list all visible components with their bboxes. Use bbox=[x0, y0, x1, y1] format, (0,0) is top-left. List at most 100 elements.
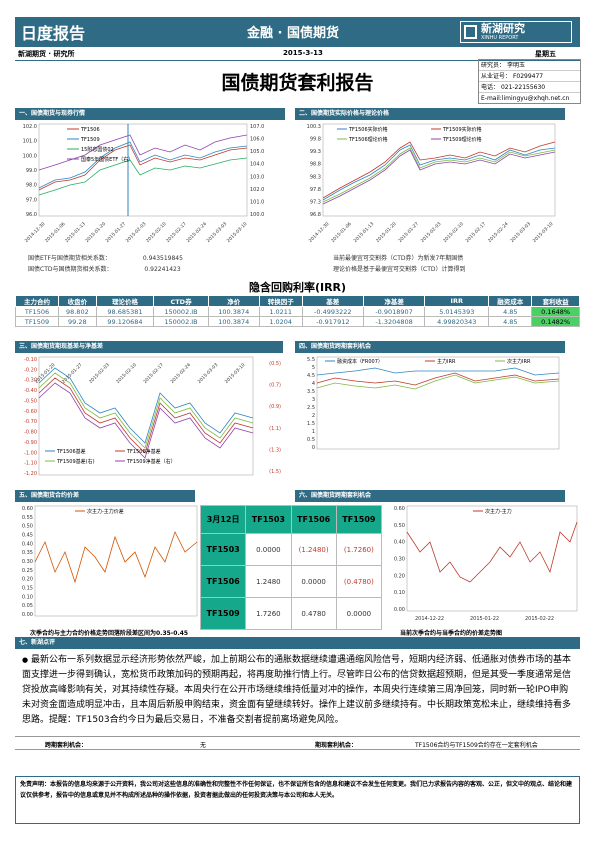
page-header: 日度报告 金融 · 国债期货 新湖研究 XINHU REPORT bbox=[15, 17, 580, 47]
tf1509-line bbox=[38, 141, 248, 189]
logo-mark-icon bbox=[464, 25, 477, 39]
bond-line bbox=[38, 157, 248, 196]
svg-text:TF1506: TF1506 bbox=[80, 127, 100, 133]
tick-label: 97.8 bbox=[310, 187, 321, 193]
tick-label: 0.25 bbox=[22, 568, 33, 574]
tick-label: 2015-01-20 bbox=[84, 221, 107, 244]
tick-label: 2 bbox=[312, 413, 315, 419]
tick-label: 98.8 bbox=[310, 162, 321, 168]
section-1-header: 一、国债期货与现券行情 bbox=[15, 108, 285, 120]
right-caption: 当前次季合约与当季合约的价差走势图 bbox=[400, 630, 503, 637]
tick-label: 0 bbox=[312, 445, 315, 451]
info-row: 从业证号： F0299477 bbox=[479, 71, 580, 82]
tick-label: 102.0 bbox=[250, 187, 264, 193]
left-caption: 次季合约与主力合约价格走势回落阶段差区间为0.35-0.45 bbox=[30, 630, 189, 637]
next-irr-line bbox=[316, 374, 560, 390]
tick-label: 97.3 bbox=[310, 199, 321, 205]
ctd-correlation: 国债CTD与国债期货相关系数： 0.92241423 bbox=[28, 266, 181, 273]
tick-label: 3 bbox=[312, 397, 315, 403]
svg-text:TF1506净基差: TF1506净基差 bbox=[126, 448, 161, 455]
tick-label: 98.3 bbox=[310, 174, 321, 180]
futures-vs-bond-chart: 102.0 101.0 100.0 99.0 98.0 97.0 96.0 107.0 106.… bbox=[23, 123, 264, 244]
tick-label: -0.50 bbox=[24, 398, 37, 404]
tick-label: 97.0 bbox=[26, 197, 37, 203]
tick-label: 0.00 bbox=[394, 607, 405, 613]
svg-text:2015-02-22: 2015-02-22 bbox=[525, 616, 554, 622]
report-date: 2015-3-13 bbox=[283, 49, 323, 57]
tick-label: 0.50 bbox=[394, 523, 405, 529]
tick-label: 2015-02-17 bbox=[464, 221, 487, 244]
tick-label: 96.8 bbox=[310, 212, 321, 218]
tick-label: 1.5 bbox=[307, 421, 315, 427]
table-row: TF1506 1.2480 0.0000 (0.4780) bbox=[199, 565, 383, 598]
tick-label: 102.0 bbox=[23, 124, 37, 130]
spread-chart: 0.60 0.55 0.50 0.45 0.40 0.35 0.30 0.25 0.20 0.15… bbox=[22, 505, 198, 618]
tick-label: 2015-03-10 bbox=[532, 221, 555, 244]
tick-label: -0.90 bbox=[24, 440, 37, 446]
tick-label: 5 bbox=[312, 365, 315, 371]
tick-label: 0.5 bbox=[307, 437, 315, 443]
tick-label: 2015-01-20 bbox=[375, 221, 398, 244]
tick-label: -0.80 bbox=[24, 430, 37, 436]
etf-correlation: 国债ETF与国债期货相关系数： 0.943519845 bbox=[28, 255, 183, 262]
section-7-header: 七、新湖点评 bbox=[15, 637, 580, 649]
tick-label: 99.8 bbox=[310, 137, 321, 143]
tick-label: 0.50 bbox=[22, 524, 33, 530]
tick-label: 2015-01-06 bbox=[330, 221, 353, 244]
tick-label: 104.0 bbox=[250, 162, 264, 168]
footer-summary: 跨期套利机会： 无 期现套利机会： TF1506合约与TF1509合约存在一定套… bbox=[15, 736, 580, 750]
logo: 新湖研究 XINHU REPORT bbox=[460, 21, 572, 43]
tick-label: (0.5) bbox=[269, 361, 281, 367]
analyst-info: 研究员： 李明玉 从业证号： F0299477 电话： 021-22155630… bbox=[478, 59, 581, 104]
svg-text:TF1509: TF1509 bbox=[80, 137, 100, 143]
tick-label: 100.0 bbox=[250, 212, 264, 218]
section-2-header: 二、国债期货实际价格与理论价格 bbox=[295, 108, 565, 120]
tick-label: 106.0 bbox=[250, 137, 264, 143]
disclaimer: 免责声明：本报告的信息均来源于公开资料，我公司对这些信息的准确性和完整性不作任何… bbox=[15, 776, 580, 824]
spread-line bbox=[34, 530, 198, 584]
svg-text:TF1509净基差（右）: TF1509净基差（右） bbox=[126, 458, 176, 465]
info-row: 研究员： 李明玉 bbox=[479, 60, 580, 71]
fr007-line bbox=[316, 367, 560, 376]
tick-label: 0.35 bbox=[22, 550, 33, 556]
section-4-header: 四、国债期货跨期套利机会 bbox=[295, 341, 565, 353]
info-row: E-mail:limingyu@xhqh.net.cn bbox=[481, 95, 570, 102]
commentary: ● 最新公布一系列数据显示经济形势依然严峻，加上前期公布的通胀数据继续遭遇通缩风… bbox=[22, 655, 572, 725]
tick-label: 0.60 bbox=[394, 506, 405, 512]
svg-text:TF1509理论价格: TF1509理论价格 bbox=[442, 136, 482, 143]
tf1506-basis-line bbox=[38, 367, 254, 444]
tick-label: 2015-03-03 bbox=[205, 221, 228, 244]
tick-label: 4.5 bbox=[307, 373, 315, 379]
section-5-legend: 次主力-主力价差 bbox=[75, 508, 124, 515]
ctd-note: 当前最便宜可交割券（CTD券）为新发7年期国债 bbox=[333, 255, 464, 262]
tf1506-line bbox=[38, 144, 248, 191]
tick-label: 2014-12-30 bbox=[24, 221, 47, 244]
tick-label: -0.10 bbox=[24, 357, 37, 363]
tf1506-theory-line bbox=[322, 147, 556, 203]
section-6-legend: 次主力-主力 bbox=[473, 508, 512, 515]
tick-label: 2015-01-13 bbox=[352, 221, 375, 244]
actual-vs-theory-chart: 100.3 99.8 99.3 98.8 98.3 97.8 97.3 96.8 2014-12… bbox=[307, 123, 556, 244]
svg-text:2015-01-22: 2015-01-22 bbox=[470, 616, 499, 622]
svg-text:TF1509实际价格: TF1509实际价格 bbox=[442, 126, 482, 133]
page-title: 国债期货套利报告 bbox=[221, 72, 374, 94]
svg-text:TF1509基差(右): TF1509基差(右) bbox=[56, 458, 95, 465]
table-row: TF1509 1.7260 0.4780 0.0000 bbox=[199, 597, 383, 630]
section-3-header: 三、国债期货期现基差与净基差 bbox=[15, 341, 283, 353]
tick-label: 100.3 bbox=[307, 124, 321, 130]
tick-label: 0.30 bbox=[22, 559, 33, 565]
etf-line bbox=[38, 134, 248, 171]
tick-label: 103.0 bbox=[250, 174, 264, 180]
subheader: 新湖期货 · 研究所 2015-3-13 星期五 bbox=[15, 47, 580, 61]
tick-label: 2015-02-10 bbox=[442, 221, 465, 244]
tick-label: 4 bbox=[312, 381, 315, 387]
tick-label: 0.20 bbox=[22, 577, 33, 583]
weekday: 星期五 bbox=[535, 50, 556, 58]
basis-chart: -0.10 -0.20 -0.30 -0.40 -0.50 -0.60 -0.70 -0.80… bbox=[24, 356, 281, 477]
tick-label: 0.40 bbox=[394, 540, 405, 546]
tick-label: 0.10 bbox=[22, 594, 33, 600]
section-6-header: 六、国债期货跨期套利机会 bbox=[295, 490, 565, 502]
table-row: TF1506 98.802 98.685381 150002.IB 100.3874 1.… bbox=[15, 306, 580, 317]
tick-label: (1.5) bbox=[269, 469, 281, 475]
tick-label: 99.3 bbox=[310, 149, 321, 155]
